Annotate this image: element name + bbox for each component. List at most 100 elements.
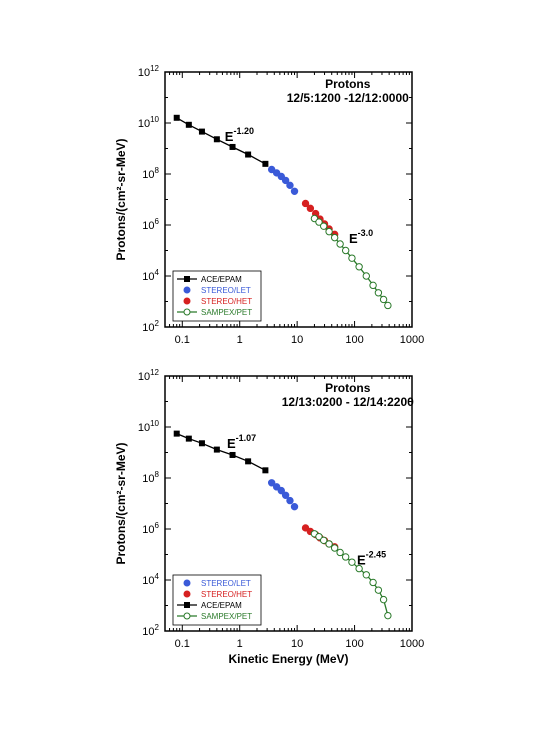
y-tick-base: 10 [142, 220, 154, 232]
data-point-stereo-let [267, 165, 276, 174]
data-point-stereo-het [301, 199, 310, 208]
legend-label-ace-epam: ACE/EPAM [201, 601, 242, 610]
y-axis-label: Protons/(cm²-sr-MeV) [114, 138, 128, 260]
legend-label-stereo-let: STEREO/LET [201, 579, 251, 588]
data-point-sampex-pet [362, 571, 370, 579]
data-point-stereo-let [267, 479, 276, 487]
y-tick-label: 102 [142, 319, 159, 334]
data-point-stereo-let [281, 176, 290, 185]
data-point-sampex-pet [319, 222, 328, 230]
chart-panel-1: 0.1 1 10 100 100010210410610810101012Protons… [114, 64, 424, 346]
annotation-exponent: -3.0 [358, 228, 374, 238]
legend-label-stereo-het: STEREO/HET [201, 297, 252, 306]
data-point-ace-epam [198, 128, 205, 135]
y-tick-exponent: 10 [150, 115, 159, 124]
x-tick-label: 1000 [400, 334, 424, 346]
data-point-sampex-pet [362, 272, 370, 280]
y-tick-base: 10 [142, 524, 154, 536]
data-point-ace-epam [262, 160, 269, 167]
annotation-exponent: -2.45 [366, 550, 387, 560]
data-point-ace-epam [213, 446, 220, 453]
data-point-ace-epam [245, 458, 252, 465]
data-point-ace-epam [213, 136, 220, 143]
data-point-ace-epam [185, 121, 192, 128]
y-tick-label: 102 [142, 623, 159, 638]
data-point-sampex-pet [384, 611, 392, 620]
y-tick-base: 10 [138, 118, 150, 130]
x-tick-label: 10 [291, 334, 303, 346]
y-tick-exponent: 12 [150, 368, 159, 377]
y-tick-base: 10 [138, 67, 150, 79]
y-tick-exponent: 10 [150, 419, 159, 428]
data-point-sampex-pet [348, 254, 356, 262]
chart-subtitle: 12/13:0200 - 12/14:2200 [282, 395, 414, 409]
legend-label-sampex-pet: SAMPEX/PET [201, 612, 252, 621]
y-tick-exponent: 6 [155, 217, 160, 226]
data-point-stereo-let [281, 491, 290, 499]
y-tick-base: 10 [142, 271, 154, 283]
legend-marker-sampex-pet [183, 308, 191, 316]
y-tick-label: 1010 [138, 115, 160, 130]
x-axis-label: Kinetic Energy (MeV) [228, 652, 348, 666]
data-point-stereo-let [277, 486, 286, 495]
data-point-sampex-pet [325, 227, 333, 236]
annotation-exponent: -1.20 [233, 126, 254, 136]
data-point-sampex-pet [348, 558, 356, 566]
legend-label-ace-epam: ACE/EPAM [201, 275, 242, 284]
data-point-sampex-pet [369, 578, 377, 587]
legend-marker-stereo-het [183, 590, 191, 598]
annotation-base: E [227, 436, 236, 451]
data-point-stereo-het [301, 524, 310, 532]
y-tick-base: 10 [142, 322, 154, 334]
chart-panel-2: 0.1 1 10 100 100010210410610810101012Protons… [114, 368, 424, 666]
legend-marker-stereo-let [183, 579, 191, 587]
y-tick-label: 104 [142, 572, 159, 587]
data-point-ace-epam [229, 143, 236, 150]
annotation-base: E [225, 129, 234, 144]
data-point-sampex-pet [355, 564, 363, 573]
chart-subtitle: 12/5:1200 -12/12:0000 [287, 91, 409, 105]
data-point-ace-epam [229, 451, 236, 458]
data-point-sampex-pet [330, 233, 339, 242]
data-point-sampex-pet [315, 532, 323, 541]
power-law-annotation: E-1.20 [225, 126, 254, 144]
data-point-stereo-het [306, 204, 315, 213]
chart-title: Protons [325, 381, 371, 395]
data-point-sampex-pet [325, 540, 333, 548]
y-tick-label: 1012 [138, 64, 160, 79]
data-point-stereo-let [286, 181, 294, 190]
data-point-stereo-let [290, 502, 299, 511]
chart-title: Protons [325, 77, 371, 91]
legend-marker-ace-epam [184, 602, 190, 608]
legend-label-stereo-let: STEREO/LET [201, 286, 251, 295]
data-point-stereo-let [290, 187, 299, 195]
y-tick-label: 106 [142, 217, 159, 232]
data-point-sampex-pet [369, 281, 377, 290]
y-tick-base: 10 [142, 626, 154, 638]
y-tick-exponent: 4 [155, 268, 160, 277]
data-point-stereo-let [286, 496, 294, 505]
y-tick-label: 108 [142, 166, 159, 181]
series-line-sampex-pet [314, 533, 389, 616]
data-point-sampex-pet [341, 553, 350, 561]
y-tick-base: 10 [138, 371, 150, 383]
data-point-stereo-let [272, 483, 281, 491]
x-tick-label: 100 [345, 334, 363, 346]
data-point-sampex-pet [330, 544, 339, 552]
annotation-exponent: -1.07 [236, 433, 257, 443]
data-point-sampex-pet [384, 301, 392, 310]
legend-marker-stereo-let [183, 286, 191, 294]
y-tick-exponent: 12 [150, 64, 159, 73]
data-point-ace-epam [245, 151, 252, 158]
y-tick-exponent: 2 [155, 623, 160, 632]
data-point-sampex-pet [374, 289, 383, 297]
data-point-sampex-pet [341, 246, 350, 255]
x-tick-label: 0.1 [175, 334, 190, 346]
x-tick-label: 10 [291, 638, 303, 650]
power-law-annotation: E-2.45 [357, 550, 386, 568]
y-tick-base: 10 [142, 169, 154, 181]
y-axis-label: Protons/(cm²-sr-MeV) [114, 442, 128, 564]
power-law-annotation: E-3.0 [349, 228, 373, 246]
y-tick-exponent: 8 [155, 166, 160, 175]
